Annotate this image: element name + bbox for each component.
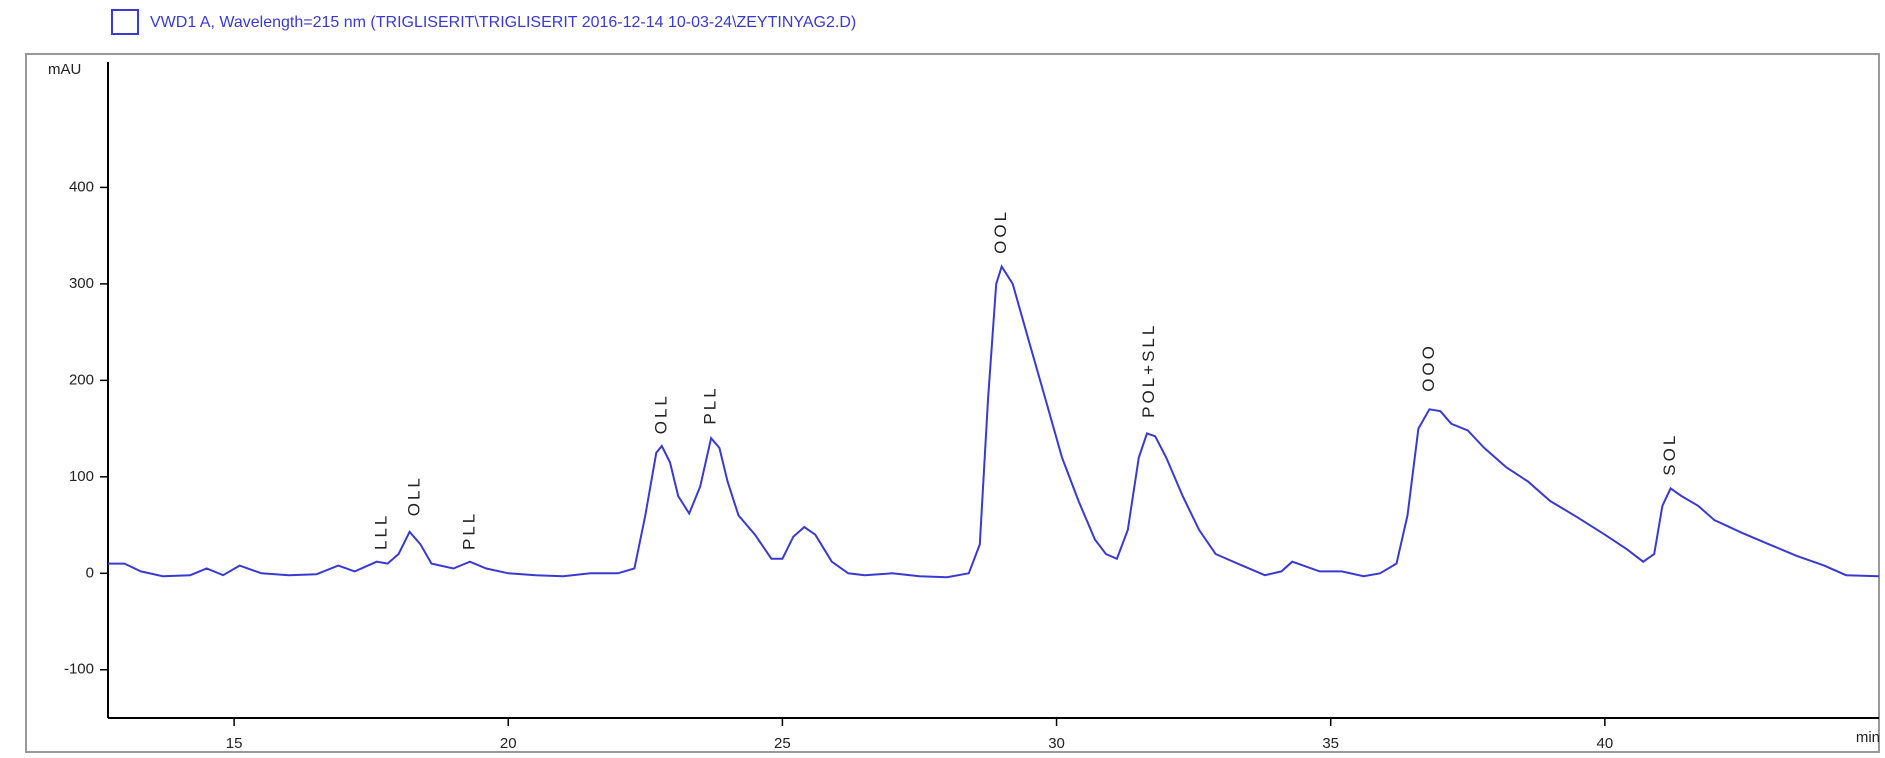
peak-label: PLL xyxy=(459,511,478,550)
peak-label: PLL xyxy=(701,385,720,424)
y-tick-label: 200 xyxy=(69,371,94,388)
x-tick-label: 40 xyxy=(1597,735,1614,752)
y-tick-label: 100 xyxy=(69,468,94,485)
peak-label: SOL xyxy=(1660,433,1679,476)
frame xyxy=(25,53,1880,753)
x-tick-label: 35 xyxy=(1322,735,1339,752)
x-tick-label: 15 xyxy=(226,735,243,752)
peak-label: OLL xyxy=(405,475,424,516)
peak-label: POL+SLL xyxy=(1139,323,1158,418)
trace xyxy=(108,264,1880,579)
y-tick-label: 300 xyxy=(69,275,94,292)
x-tick-label: 20 xyxy=(500,735,517,752)
peak-label: OOO xyxy=(1419,343,1438,392)
y-axis-label: mAU xyxy=(48,61,81,78)
legend-swatch xyxy=(111,9,139,35)
peak-label: LLL xyxy=(372,513,391,550)
peak-label: OLL xyxy=(651,393,670,434)
x-tick-label: 30 xyxy=(1048,735,1065,752)
x-axis-label: min xyxy=(1856,729,1880,746)
legend-text: VWD1 A, Wavelength=215 nm (TRIGLISERIT\T… xyxy=(150,14,856,31)
y-tick-label: -100 xyxy=(64,661,94,678)
x-tick-label: 25 xyxy=(774,735,791,752)
y-tick-label: 400 xyxy=(69,178,94,195)
y-tick-label: 0 xyxy=(86,564,94,581)
peak-label: OOL xyxy=(991,209,1010,254)
